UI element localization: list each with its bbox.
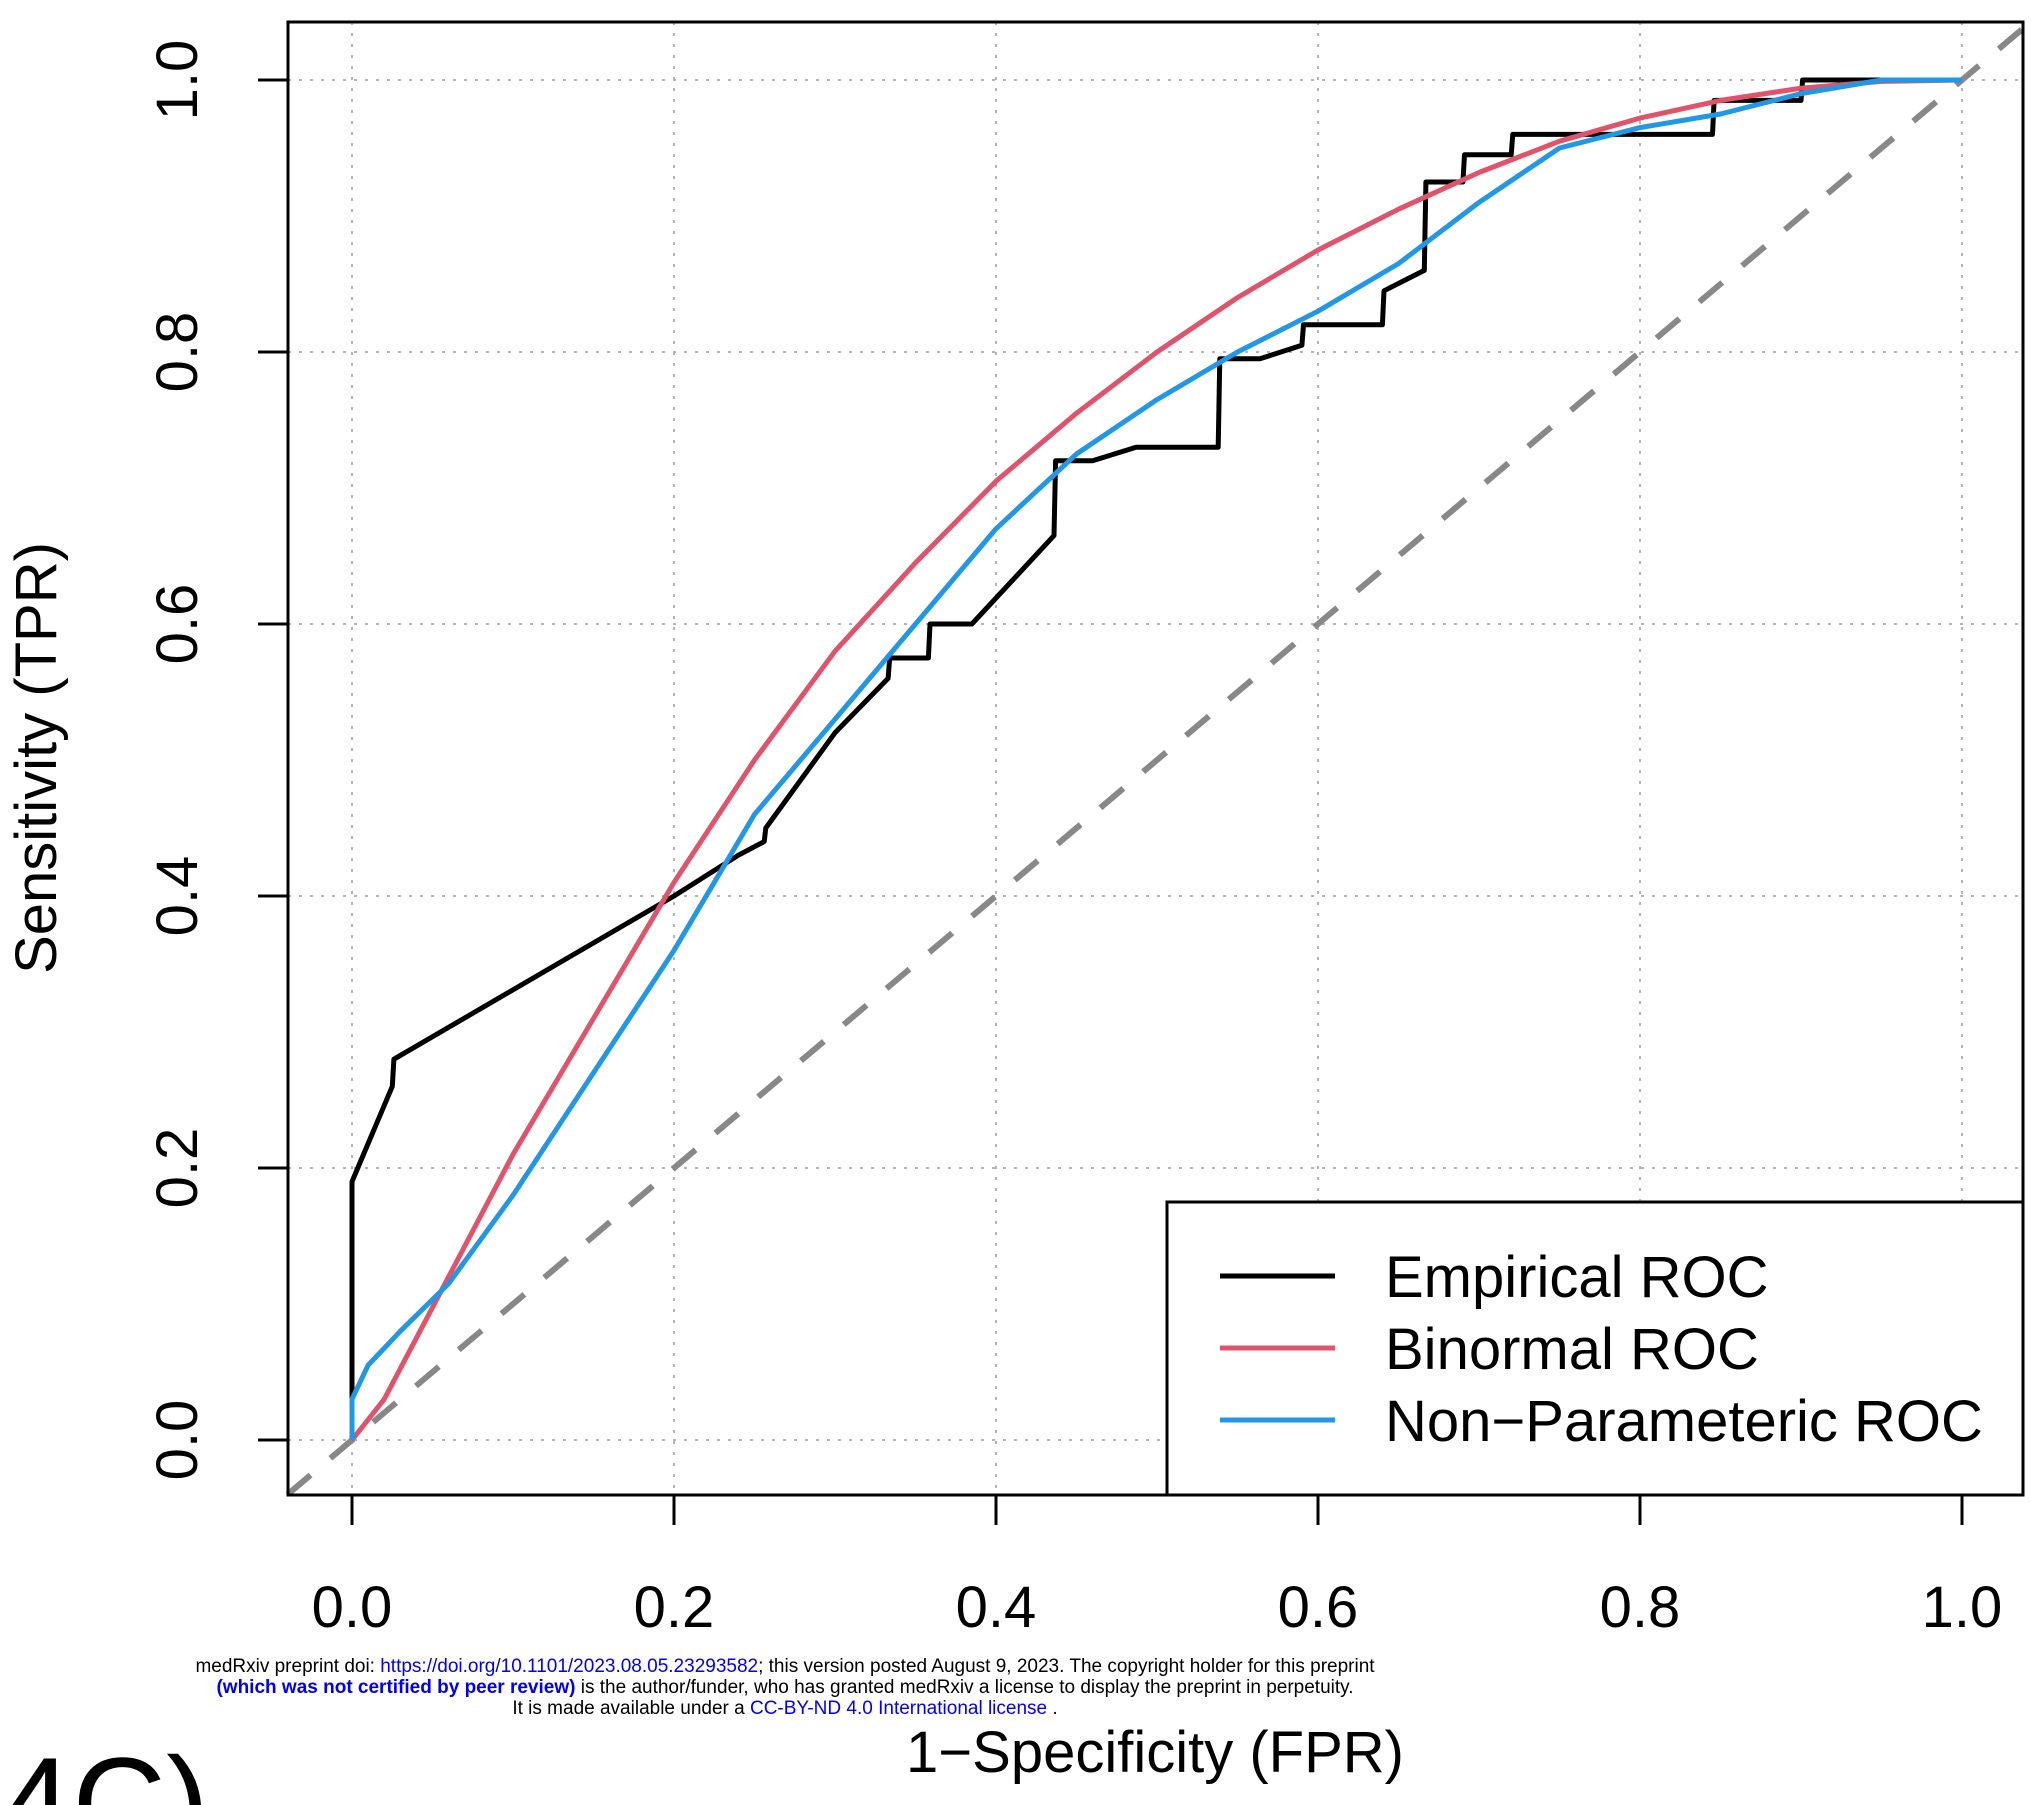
legend-label-empirical: Empirical ROC xyxy=(1385,1245,1769,1310)
notice-line-1: medRxiv preprint doi: https://doi.org/10… xyxy=(0,1656,1570,1677)
y-tick-label: 0.2 xyxy=(145,1128,210,1209)
panel-label: 4C) xyxy=(0,1730,209,1805)
not-certified-notice: (which was not certified by peer review) xyxy=(216,1677,576,1698)
notice-line3-prefix: It is made available under a xyxy=(512,1698,750,1719)
notice-line1-prefix: medRxiv preprint doi: xyxy=(195,1656,381,1677)
license-link[interactable]: CC-BY-ND 4.0 International license xyxy=(749,1698,1048,1719)
reference-diagonal xyxy=(285,23,2029,1497)
x-tick-label: 1.0 xyxy=(1922,1575,2003,1640)
empirical-roc-line xyxy=(349,77,1962,1440)
y-tick-label: 1.0 xyxy=(145,40,210,121)
series-lines xyxy=(349,77,1963,1442)
preprint-notice: medRxiv preprint doi: https://doi.org/10… xyxy=(0,1656,1570,1719)
y-axis: 0.0 0.2 0.4 0.6 0.8 1.0 xyxy=(145,40,290,1481)
x-tick-label: 0.0 xyxy=(312,1575,393,1640)
notice-line1-suffix: ; this version posted August 9, 2023. Th… xyxy=(758,1656,1375,1677)
y-tick-label: 0.8 xyxy=(145,312,210,393)
y-tick-label: 0.4 xyxy=(145,856,210,937)
binormal-roc-line xyxy=(350,77,1963,1442)
y-tick-label: 0.6 xyxy=(145,584,210,665)
doi-link[interactable]: https://doi.org/10.1101/2023.08.05.23293… xyxy=(380,1656,759,1677)
legend-label-nonparametric: Non−Parameteric ROC xyxy=(1385,1389,1983,1454)
legend: Empirical ROC Binormal ROC Non−Parameter… xyxy=(1165,1200,2025,1497)
notice-line-2: (which was not certified by peer review)… xyxy=(0,1677,1570,1698)
x-tick-label: 0.4 xyxy=(956,1575,1037,1640)
notice-line2-rest: is the author/funder, who has granted me… xyxy=(575,1677,1354,1698)
notice-line3-suffix: . xyxy=(1047,1698,1058,1719)
legend-box xyxy=(1165,1200,2025,1497)
reference-diagonal-line xyxy=(285,23,2029,1497)
x-tick-label: 0.6 xyxy=(1278,1575,1359,1640)
x-tick-label: 0.8 xyxy=(1600,1575,1681,1640)
x-tick-label: 0.2 xyxy=(634,1575,715,1640)
x-axis: 0.0 0.2 0.4 0.6 0.8 1.0 xyxy=(312,1493,2003,1640)
legend-label-binormal: Binormal ROC xyxy=(1385,1317,1759,1382)
y-tick-label: 0.0 xyxy=(145,1400,210,1481)
x-axis-title: 1−Specificity (FPR) xyxy=(906,1720,1404,1785)
y-axis-title: Sensitivity (TPR) xyxy=(4,542,69,974)
nonparametric-roc-line xyxy=(349,77,1962,1440)
notice-line-3: It is made available under a CC-BY-ND 4.… xyxy=(0,1698,1570,1719)
